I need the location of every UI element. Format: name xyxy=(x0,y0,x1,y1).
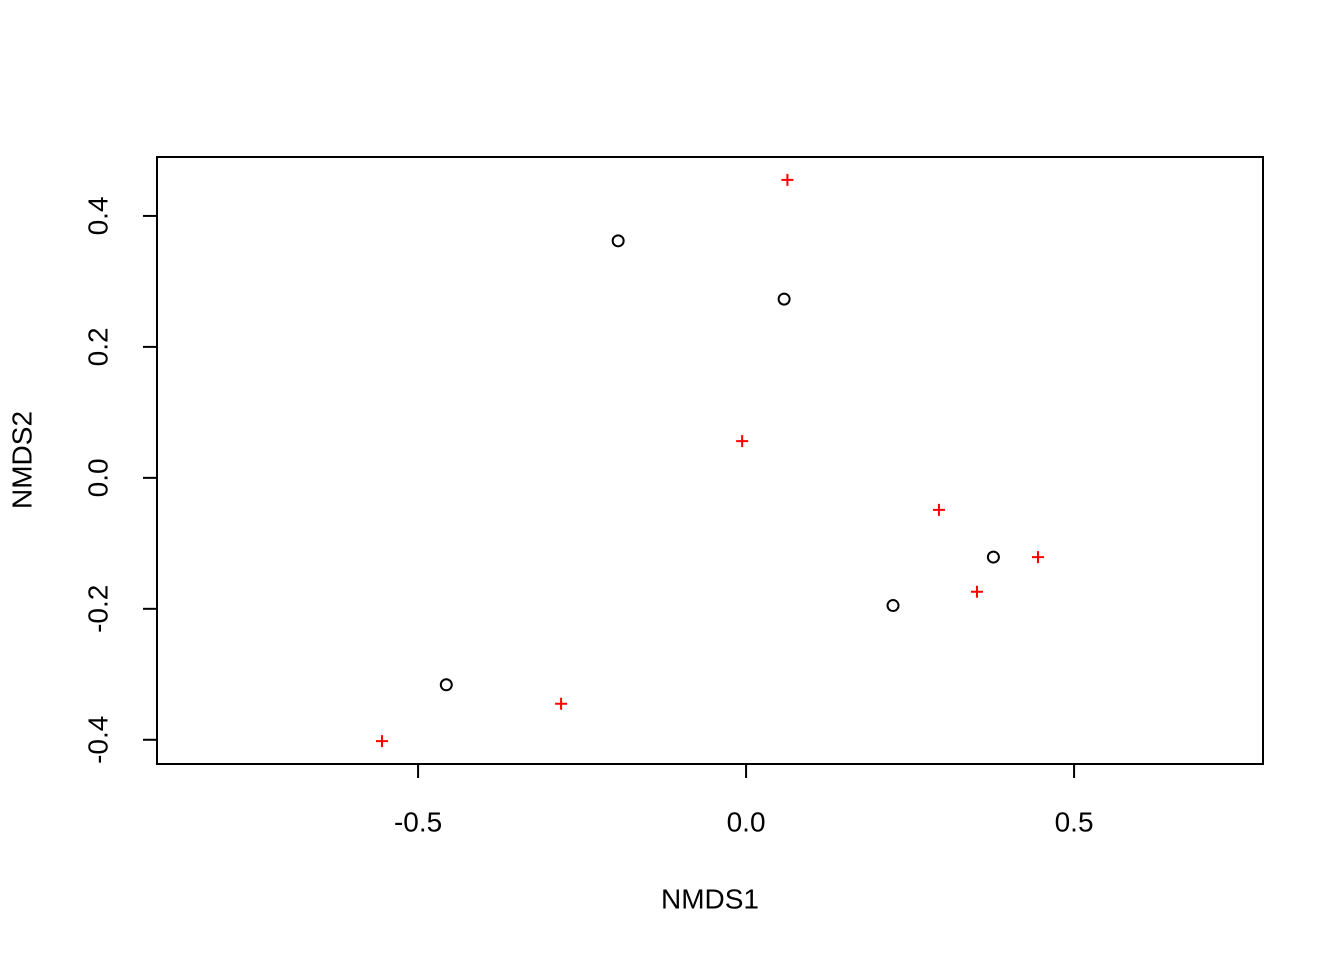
y-tick-label: 0.4 xyxy=(82,196,113,235)
x-tick-label: 0.0 xyxy=(727,806,766,837)
y-tick-label: -0.2 xyxy=(82,585,113,633)
point xyxy=(376,735,389,748)
point xyxy=(886,599,900,613)
plot-frame xyxy=(156,156,1264,765)
point xyxy=(611,234,625,248)
point xyxy=(439,678,453,692)
point xyxy=(970,585,983,598)
y-tick-label: 0.0 xyxy=(82,458,113,497)
point xyxy=(986,550,1000,564)
point xyxy=(1032,551,1044,564)
x-tick-label: 0.5 xyxy=(1055,806,1094,837)
point xyxy=(555,697,568,710)
point xyxy=(781,173,794,186)
y-tick-label: 0.2 xyxy=(82,327,113,366)
x-tick-label: -0.5 xyxy=(394,806,442,837)
point xyxy=(777,292,791,306)
x-axis-label: NMDS1 xyxy=(661,883,759,914)
y-axis-label: NMDS2 xyxy=(6,411,37,509)
point xyxy=(736,435,749,448)
point xyxy=(932,503,945,516)
y-tick-label: -0.4 xyxy=(82,716,113,764)
